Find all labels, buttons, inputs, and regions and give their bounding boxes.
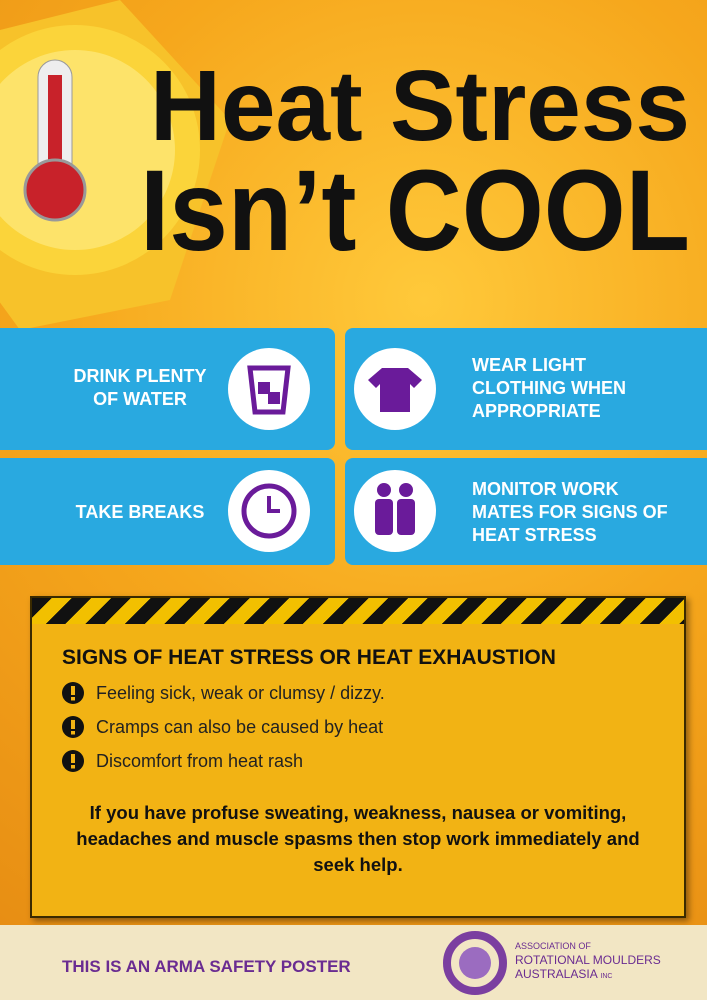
sign-text: Cramps can also be caused by heat — [96, 716, 384, 737]
logo-line: ROTATIONAL MOULDERS — [515, 953, 661, 967]
tip-text: WEAR LIGHT CLOTHING WHEN APPROPRIATE — [472, 354, 626, 421]
icon-people — [354, 470, 436, 552]
sign-item: Cramps can also be caused by heat — [62, 716, 684, 738]
logo-line: AUSTRALASIA INC — [515, 967, 612, 981]
icon-shirt — [354, 348, 436, 430]
title-line1: Heat Stress — [150, 50, 690, 162]
footer-text: THIS IS AN ARMA SAFETY POSTER — [62, 957, 351, 976]
signs-heading: SIGNS OF HEAT STRESS OR HEAT EXHAUSTION — [62, 646, 556, 669]
icon-clock — [228, 470, 310, 552]
logo-suffix: INC — [600, 973, 613, 980]
sign-text: Feeling sick, weak or clumsy / dizzy. — [96, 682, 385, 703]
footer: THIS IS AN ARMA SAFETY POSTER ASSOCIATIO… — [0, 925, 707, 1000]
header-art: Heat Stress Isn’t COOL — [0, 0, 690, 330]
sign-item: Discomfort from heat rash — [62, 750, 684, 772]
sign-item: Feeling sick, weak or clumsy / dizzy. — [62, 682, 684, 704]
tip-text: TAKE BREAKS — [75, 501, 205, 522]
signs-list: Feeling sick, weak or clumsy / dizzy. Cra… — [32, 682, 684, 772]
warning-icon — [62, 682, 84, 704]
signs-box: SIGNS OF HEAT STRESS OR HEAT EXHAUSTION … — [30, 596, 686, 918]
icon-water — [228, 348, 310, 430]
tip-text: DRINK PLENTY OF WATER — [73, 366, 207, 409]
logo-mark — [443, 931, 507, 995]
thermometer — [23, 59, 87, 222]
warning-icon — [62, 716, 84, 738]
sign-text: Discomfort from heat rash — [96, 750, 304, 771]
title-line2: Isn’t COOL — [140, 147, 690, 275]
warning-icon — [62, 750, 84, 772]
hazard-stripes — [32, 598, 684, 624]
logo-line: ASSOCIATION OF — [515, 941, 591, 951]
logo-line: AUSTRALASIA — [515, 967, 598, 981]
tip-text: MONITOR WORK MATES FOR SIGNS OF HEAT STR… — [472, 478, 668, 545]
advice: If you have profuse sweating, weakness, … — [76, 802, 640, 875]
